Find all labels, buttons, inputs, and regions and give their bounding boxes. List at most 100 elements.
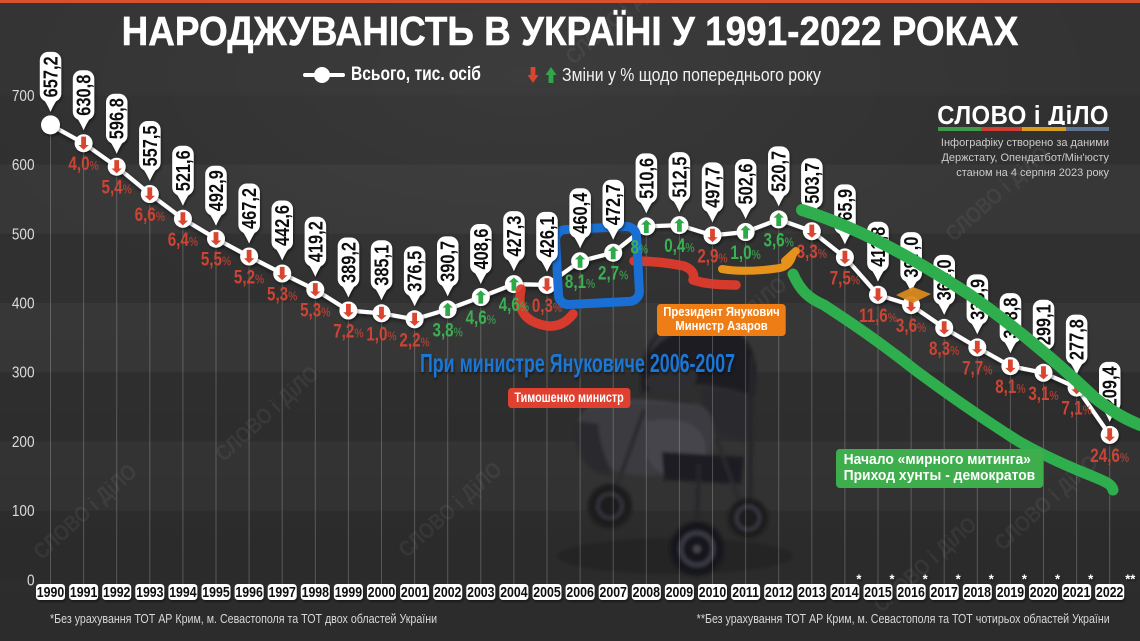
svg-text:2002: 2002 [434,584,461,600]
svg-text:6,6%: 6,6% [135,203,166,225]
svg-text:2022: 2022 [1096,584,1123,600]
svg-text:390,7: 390,7 [436,241,459,282]
svg-text:2006: 2006 [566,584,593,600]
svg-text:СЛОВО і ДіЛО: СЛОВО і ДіЛО [937,104,1109,125]
svg-text:510,6: 510,6 [635,158,658,199]
svg-text:512,5: 512,5 [668,157,691,198]
svg-text:*: * [923,572,929,587]
svg-text:630,8: 630,8 [72,75,95,116]
svg-text:8,3%: 8,3% [929,337,960,359]
svg-text:1997: 1997 [269,584,296,600]
svg-text:24,6%: 24,6% [1090,444,1129,466]
svg-text:8%: 8% [630,236,648,258]
svg-text:*: * [1022,572,1028,587]
svg-text:4,0%: 4,0% [68,153,99,175]
svg-text:1993: 1993 [136,584,163,600]
svg-text:460,4: 460,4 [568,192,591,234]
svg-text:2,9%: 2,9% [697,245,728,267]
svg-text:1995: 1995 [202,584,230,600]
svg-text:2018: 2018 [964,584,992,600]
svg-text:6,4%: 6,4% [168,228,199,250]
svg-text:502,6: 502,6 [734,163,757,204]
svg-text:2013: 2013 [798,584,825,600]
svg-text:385,1: 385,1 [370,245,393,286]
svg-text:2011: 2011 [732,584,759,600]
svg-text:600: 600 [12,157,35,174]
svg-text:521,6: 521,6 [171,150,194,191]
svg-text:2014: 2014 [831,584,859,600]
svg-text:0,3%: 0,3% [532,294,563,316]
svg-text:2007: 2007 [600,584,627,600]
svg-text:299,1: 299,1 [1032,304,1055,345]
svg-text:*: * [1088,572,1094,587]
svg-text:2,7%: 2,7% [598,262,629,284]
svg-text:2005: 2005 [533,584,561,600]
svg-text:427,3: 427,3 [502,216,525,257]
svg-text:442,6: 442,6 [270,205,293,246]
svg-text:7,1%: 7,1% [1061,397,1092,419]
svg-text:2008: 2008 [633,584,661,600]
svg-text:2015: 2015 [864,584,892,600]
svg-text:2017: 2017 [931,584,958,600]
svg-text:3,6%: 3,6% [764,229,795,251]
svg-text:1,0%: 1,0% [730,241,761,263]
svg-text:2004: 2004 [500,584,528,600]
svg-text:1999: 1999 [335,584,362,600]
svg-text:3,6%: 3,6% [896,314,927,336]
svg-text:503,7: 503,7 [800,163,823,204]
svg-text:**: ** [1125,572,1136,587]
svg-text:426,1: 426,1 [535,216,558,257]
svg-text:2003: 2003 [467,584,494,600]
svg-text:5,3%: 5,3% [267,283,298,305]
svg-text:8,1%: 8,1% [995,375,1026,397]
svg-text:*: * [889,572,895,587]
svg-text:596,8: 596,8 [105,98,128,139]
svg-text:7,2%: 7,2% [333,320,364,342]
svg-text:209,4: 209,4 [1098,366,1121,408]
svg-text:3,3%: 3,3% [797,241,828,263]
svg-text:8,1%: 8,1% [565,271,596,293]
svg-text:520,7: 520,7 [767,151,790,192]
svg-text:3,1%: 3,1% [1028,382,1059,404]
svg-text:657,2: 657,2 [39,56,62,97]
svg-text:467,2: 467,2 [237,188,260,229]
svg-text:2,2%: 2,2% [399,329,430,351]
svg-text:2010: 2010 [699,584,726,600]
svg-text:1994: 1994 [169,584,197,600]
svg-text:408,6: 408,6 [469,228,492,269]
svg-text:557,5: 557,5 [138,125,161,166]
svg-text:1998: 1998 [302,584,330,600]
svg-text:2019: 2019 [997,584,1024,600]
svg-text:1,0%: 1,0% [366,323,397,345]
svg-text:200: 200 [12,434,35,451]
svg-text:*: * [1055,572,1061,587]
svg-text:*: * [989,572,995,587]
svg-text:400: 400 [12,296,35,313]
svg-text:2000: 2000 [368,584,395,600]
svg-text:0: 0 [27,572,35,589]
svg-text:*: * [956,572,962,587]
svg-text:4,6%: 4,6% [466,306,497,328]
svg-text:497,7: 497,7 [701,167,724,208]
svg-text:700: 700 [12,88,35,105]
svg-text:11,6%: 11,6% [859,304,897,326]
svg-text:376,5: 376,5 [403,251,426,292]
svg-text:1992: 1992 [103,584,130,600]
svg-text:*: * [856,572,862,587]
svg-text:5,3%: 5,3% [300,299,331,321]
svg-text:2012: 2012 [765,584,792,600]
svg-text:2021: 2021 [1063,584,1091,600]
svg-text:1991: 1991 [70,584,98,600]
svg-text:500: 500 [12,226,35,243]
svg-text:5,5%: 5,5% [201,248,232,270]
svg-text:277,8: 277,8 [1065,319,1088,360]
svg-text:2016: 2016 [897,584,924,600]
svg-text:2020: 2020 [1030,584,1057,600]
svg-text:2001: 2001 [401,584,429,600]
svg-text:3,8%: 3,8% [433,319,464,341]
svg-text:5,2%: 5,2% [234,266,265,288]
svg-text:1996: 1996 [235,584,262,600]
svg-text:100: 100 [12,503,35,520]
svg-text:4,6%: 4,6% [499,293,530,315]
svg-text:300: 300 [12,365,35,382]
